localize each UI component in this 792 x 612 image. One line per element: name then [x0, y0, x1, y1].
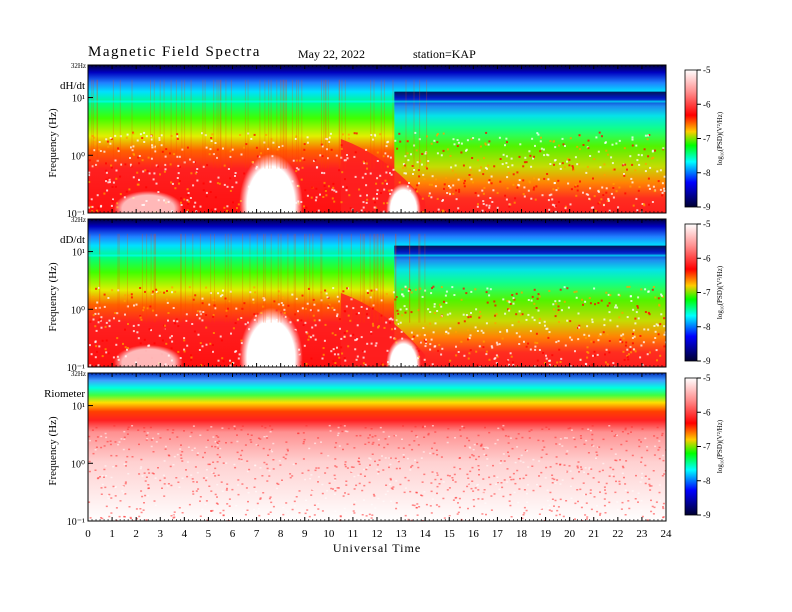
- colorbar-label: log₁₀(PSD)(V²/Hz): [716, 419, 724, 473]
- colorbar: [684, 223, 698, 362]
- colorbar-tick-label: -7: [703, 134, 711, 144]
- spectrogram-image: [88, 219, 666, 367]
- panel-2: dD/dt 32Hz 10¹ 10⁰ 10⁻¹ Frequency (Hz) -5 -6 -7 -…: [47, 216, 724, 374]
- colorbar-tick-label: -9: [703, 202, 711, 212]
- panel-label: Riometer: [44, 388, 85, 400]
- x-axis-label: Universal Time: [333, 541, 421, 555]
- x-tick-label: 9: [302, 528, 308, 540]
- x-tick-label: 4: [182, 528, 188, 540]
- x-tick-label: 7: [254, 528, 260, 540]
- colorbar-tick-label: -8: [703, 476, 711, 486]
- x-tick-label: 19: [540, 528, 552, 540]
- y-tick-label: 10¹: [72, 94, 85, 105]
- y-tick-label: 10⁻¹: [67, 363, 85, 374]
- colorbar-label: log₁₀(PSD)(V²/Hz): [716, 111, 724, 165]
- colorbar-tick-label: -9: [703, 356, 711, 366]
- colorbar-tick-label: -6: [703, 253, 711, 263]
- y-tick-label: 10⁻¹: [67, 517, 85, 528]
- colorbar-tick-label: -6: [703, 99, 711, 109]
- y-axis-label: Frequency (Hz): [47, 416, 59, 486]
- y-tick-label: 10⁰: [71, 459, 85, 470]
- panel-label: dH/dt: [60, 80, 85, 92]
- x-tick-label: 14: [420, 528, 432, 540]
- y-axis-label: Frequency (Hz): [47, 262, 59, 332]
- x-tick-label: 20: [564, 528, 576, 540]
- colorbar: [684, 377, 698, 516]
- x-tick-label: 10: [323, 528, 335, 540]
- spectrogram-image: [88, 373, 666, 521]
- x-tick-label: 13: [396, 528, 408, 540]
- x-tick-label: 17: [492, 528, 504, 540]
- x-tick-label: 21: [588, 528, 599, 540]
- y-top-label: 32Hz: [71, 370, 86, 378]
- colorbar-tick-label: -5: [703, 219, 711, 229]
- y-tick-label: 10⁻¹: [67, 209, 85, 220]
- y-tick-label: 10⁰: [71, 151, 85, 162]
- colorbar-tick-label: -7: [703, 442, 711, 452]
- panel-3: Riometer 32Hz 10¹ 10⁰ 10⁻¹ Frequency (Hz) -5 -6…: [44, 370, 724, 528]
- y-axis-label: Frequency (Hz): [47, 108, 59, 178]
- colorbar-tick-label: -8: [703, 168, 711, 178]
- x-tick-label: 6: [230, 528, 236, 540]
- spectrogram-image: [88, 65, 666, 213]
- y-top-label: 32Hz: [71, 216, 86, 224]
- x-tick-label: 12: [372, 528, 383, 540]
- x-tick-label: 22: [612, 528, 623, 540]
- x-tick-label: 2: [133, 528, 139, 540]
- x-tick-label: 0: [85, 528, 91, 540]
- x-tick-label: 18: [516, 528, 528, 540]
- colorbar-tick-label: -5: [703, 65, 711, 75]
- colorbar-label: log₁₀(PSD)(V²/Hz): [716, 265, 724, 319]
- chart-date: May 22, 2022: [298, 47, 365, 61]
- y-tick-label: 10⁰: [71, 305, 85, 316]
- x-tick-label: 11: [348, 528, 359, 540]
- panel-1: dH/dt 32Hz 10¹ 10⁰ 10⁻¹ Frequency (Hz) -5 -6 -7 -…: [47, 62, 724, 220]
- colorbar-tick-label: -9: [703, 510, 711, 520]
- y-tick-label: 10¹: [72, 402, 85, 413]
- x-tick-label: 15: [444, 528, 456, 540]
- panel-label: dD/dt: [60, 234, 85, 246]
- x-tick-label: 3: [158, 528, 164, 540]
- y-top-label: 32Hz: [71, 62, 86, 70]
- colorbar-tick-label: -6: [703, 407, 711, 417]
- colorbar-tick-label: -8: [703, 322, 711, 332]
- y-tick-label: 10¹: [72, 248, 85, 259]
- x-tick-label: 23: [636, 528, 648, 540]
- x-tick-label: 16: [468, 528, 480, 540]
- x-tick-label: 24: [661, 528, 673, 540]
- colorbar-tick-label: -5: [703, 373, 711, 383]
- chart-title: Magnetic Field Spectra: [88, 44, 261, 60]
- x-tick-label: 8: [278, 528, 284, 540]
- colorbar: [684, 69, 698, 208]
- x-axis: 0 1 2 3 4 5 6 7 8 9 10 11 12 13 14 15 16 17 18 19 20 21 22 23 24…: [85, 528, 672, 555]
- colorbar-tick-label: -7: [703, 288, 711, 298]
- chart-station: station=KAP: [413, 47, 476, 61]
- x-tick-label: 1: [109, 528, 115, 540]
- x-tick-label: 5: [206, 528, 212, 540]
